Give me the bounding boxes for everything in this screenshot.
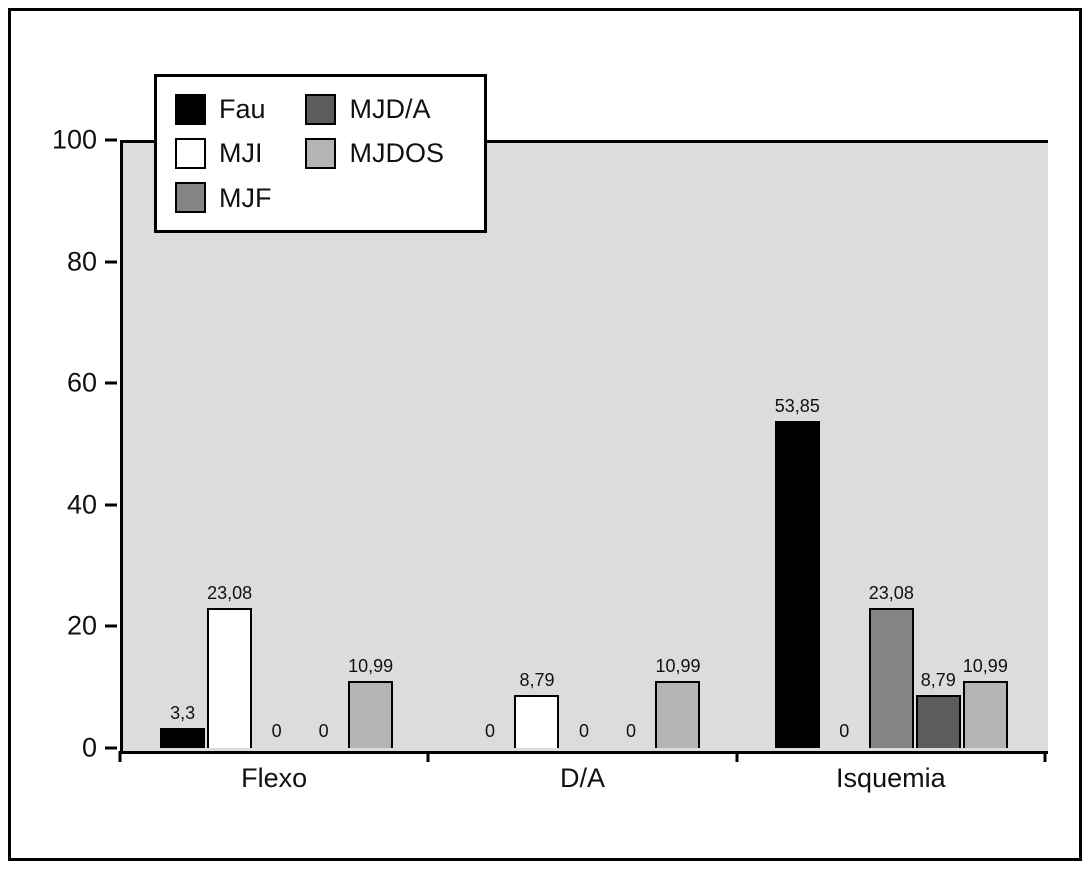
bar-group-isquemia: 53,85 0 23,08 8,79 10,99 — [738, 140, 1045, 748]
bar-value-label: 53,85 — [774, 395, 820, 416]
bar-value-label: 8,79 — [920, 669, 956, 690]
y-tick-mark — [105, 746, 117, 750]
bar-slot: 8,79 — [915, 140, 962, 748]
bar — [868, 607, 914, 748]
bar-slot: 3,3 — [159, 140, 206, 748]
bar-value-label: 23,08 — [207, 582, 253, 603]
y-tick-label: 20 — [66, 610, 97, 641]
y-tick-label: 80 — [66, 246, 97, 277]
bar-slot: 53,85 — [774, 140, 821, 748]
bar-value-label: 10,99 — [962, 656, 1008, 677]
y-tick-mark — [105, 624, 117, 628]
bar-slot: 0 — [300, 140, 347, 748]
legend-item: MJF — [175, 182, 271, 214]
bar-value-label: 0 — [484, 721, 495, 741]
legend-label: MJD/A — [349, 94, 431, 124]
bar-value-label: 0 — [271, 721, 282, 741]
legend-label: MJDOS — [349, 138, 444, 169]
x-tick-mark — [1043, 751, 1047, 762]
chart-legend: Fau MJI MJF MJD/A MJDOS — [154, 74, 487, 234]
bar-value-label: 10,99 — [348, 656, 394, 677]
bar-slot: 23,08 — [206, 140, 253, 748]
bar-value-label: 10,99 — [655, 656, 701, 677]
y-tick-mark — [105, 503, 117, 507]
bar-slot: 0 — [607, 140, 654, 748]
bar-slot: 10,99 — [654, 140, 701, 748]
category-label: Isquemia — [836, 763, 946, 793]
legend-label: Fau — [219, 94, 266, 124]
bar-slot: 23,08 — [868, 140, 915, 748]
y-tick-label: 100 — [51, 124, 97, 155]
legend-item: MJD/A — [305, 93, 444, 125]
bar-slot: 0 — [821, 140, 868, 748]
bar-slot: 0 — [253, 140, 300, 748]
bar — [915, 694, 961, 748]
y-tick-mark — [105, 260, 117, 264]
legend-item: Fau — [175, 93, 271, 125]
bar-slot: 8,79 — [513, 140, 560, 748]
legend-label: MJI — [219, 138, 263, 169]
legend-swatch — [175, 138, 206, 170]
bar-value-label: 0 — [625, 721, 636, 741]
legend-item: MJI — [175, 137, 271, 170]
bar — [514, 694, 560, 748]
x-tick-mark — [426, 751, 430, 762]
bar — [774, 420, 820, 748]
x-tick-mark — [735, 751, 739, 762]
bar — [962, 681, 1008, 748]
legend-label: MJF — [219, 182, 272, 213]
y-tick-label: 60 — [66, 367, 97, 398]
bar-slot: 0 — [560, 140, 607, 748]
legend-swatch — [305, 138, 337, 170]
bar-slot: 10,99 — [962, 140, 1009, 748]
bar — [655, 681, 701, 748]
x-tick-mark — [118, 751, 122, 762]
legend-swatch — [175, 93, 206, 125]
y-axis: 0 20 40 60 80 100 — [0, 126, 117, 761]
legend-swatch — [305, 93, 337, 125]
category-label: D/A — [559, 763, 606, 793]
legend-swatch — [175, 182, 206, 214]
bar-value-label: 0 — [839, 721, 850, 741]
chart-outer-frame — [8, 8, 1082, 861]
y-tick-label: 40 — [66, 489, 97, 520]
legend-item: MJDOS — [305, 137, 444, 170]
bar-slot: 0 — [466, 140, 513, 748]
bar-slot: 10,99 — [347, 140, 394, 748]
bar-value-label: 3,3 — [170, 702, 196, 723]
bar — [348, 681, 394, 748]
bar-groups-container: 3,3 23,08 0 0 10,99 0 8,79 0 0 10,99 53,85 0 23,08 8,… — [123, 140, 1045, 748]
bar-group-d-a: 0 8,79 0 0 10,99 — [430, 140, 737, 748]
bar-value-label: 23,08 — [868, 582, 914, 603]
bar-group-flexo: 3,3 23,08 0 0 10,99 — [123, 140, 430, 748]
bar-value-label: 0 — [318, 721, 329, 741]
y-tick-mark — [105, 381, 117, 385]
category-label: Flexo — [241, 763, 308, 793]
x-axis: Flexo D/A Isquemia — [118, 751, 1047, 811]
bar — [160, 727, 206, 748]
bar-value-label: 0 — [578, 721, 589, 741]
bar — [207, 607, 253, 748]
y-tick-label: 0 — [81, 732, 97, 763]
y-tick-mark — [105, 138, 117, 142]
bar-value-label: 8,79 — [519, 669, 555, 690]
